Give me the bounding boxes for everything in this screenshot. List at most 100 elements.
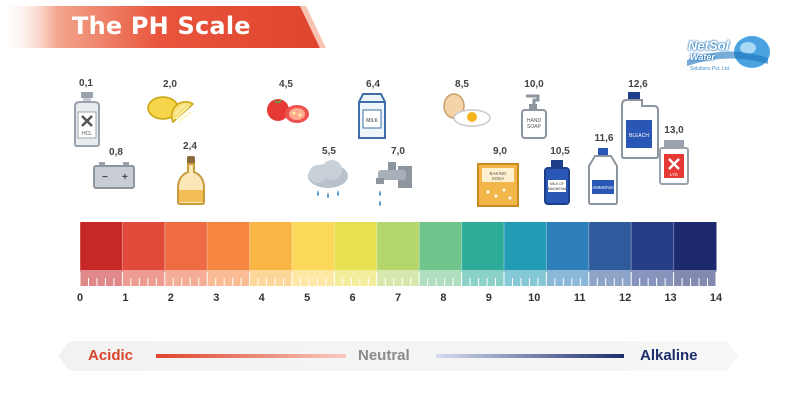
- vinegar-bottle-icon: [177, 156, 205, 205]
- ph-cell-14: [673, 222, 717, 286]
- tick-marker-0: [69, 288, 91, 310]
- tick-label-7: 7: [394, 292, 402, 304]
- svg-text:HAND: HAND: [527, 118, 542, 124]
- tick-label-6: 6: [349, 292, 356, 304]
- svg-text:BLEACH: BLEACH: [629, 133, 649, 139]
- ph-label-egg: 8,5: [455, 79, 469, 90]
- tick-label-5: 5: [304, 292, 311, 304]
- tick-marker-12: [614, 288, 637, 310]
- baking-soda-icon: BAKING SODA: [477, 163, 519, 207]
- milk-text: MILK: [366, 118, 378, 124]
- ph-label-hand-soap: 10,0: [524, 79, 544, 90]
- ph-cell-lower-5: [292, 270, 335, 286]
- tick-label-0: 0: [76, 292, 84, 304]
- tick-marker-1: [114, 288, 137, 310]
- ph-cell-6: [334, 222, 378, 286]
- ph-cell-8: [419, 222, 463, 286]
- lye-container-icon: LYE: [659, 140, 689, 185]
- ph-cell-lower-6: [334, 270, 378, 286]
- tick-marker-14: [705, 288, 727, 310]
- ph-label-tomato: 4,5: [279, 79, 293, 90]
- ph-cell-lower-0: [80, 270, 123, 286]
- ph-cell-lower-7: [376, 270, 420, 286]
- logo-name: NetSol: [688, 38, 730, 53]
- water-tap-icon: [376, 162, 412, 206]
- tomato-icon: [267, 99, 309, 123]
- ph-cell-lower-8: [419, 270, 463, 286]
- ph-cell-lower-3: [207, 270, 251, 286]
- logo-drop-icon: [687, 36, 770, 68]
- ammonia-bottle-icon: AMMONIA: [588, 148, 618, 205]
- ph-label-rain: 5,5: [322, 146, 336, 157]
- ph-label-tap: 7,0: [391, 146, 405, 157]
- logo-sub: Water: [690, 52, 715, 62]
- ph-cell-5: [292, 222, 335, 286]
- ph-cell-9: [461, 222, 505, 286]
- tick-label-13: 13: [664, 292, 677, 304]
- ph-label-lye: 13,0: [664, 125, 684, 136]
- ph-label-magnesia: 10,5: [550, 146, 570, 157]
- tick-markers: [69, 288, 727, 310]
- milk-of-magnesia-icon: MILK OF MAGNESIA: [544, 160, 570, 205]
- ph-cell-3: [207, 222, 251, 286]
- ph-cell-4: [249, 222, 293, 286]
- ph-cell-lower-13: [631, 270, 675, 286]
- ph-label-ammonia: 11,6: [594, 133, 614, 144]
- ph-cell-12: [588, 222, 632, 286]
- ph-label-battery: 0,8: [109, 147, 123, 158]
- title-banner-shape: [0, 6, 326, 48]
- acidic-gradient-line: [156, 354, 346, 358]
- ruler-ticks: [79, 272, 717, 286]
- egg-icon: [443, 93, 491, 127]
- tick-label-9: 9: [485, 292, 492, 304]
- hcl-bottle-icon: HCL: [74, 92, 100, 147]
- car-battery-icon: − +: [93, 162, 135, 189]
- ph-cell-lower-12: [588, 270, 632, 286]
- ph-cell-lower-1: [122, 270, 166, 286]
- hcl-text: HCL: [82, 131, 92, 137]
- ph-label-lemon: 2,0: [163, 79, 177, 90]
- ph-cell-13: [631, 222, 675, 286]
- tick-marker-5: [296, 288, 319, 310]
- tick-label-1: 1: [122, 292, 129, 304]
- tick-label-14: 14: [709, 292, 723, 304]
- bleach-bottle-icon: BLEACH: [621, 92, 659, 159]
- ph-label-baking-soda: 9,0: [493, 146, 507, 157]
- tick-label-3: 3: [213, 292, 220, 304]
- ph-cell-1: [122, 222, 166, 286]
- svg-text:SOAP: SOAP: [527, 124, 542, 130]
- ph-cell-10: [504, 222, 547, 286]
- legend-acidic: Acidic: [88, 347, 134, 364]
- rain-cloud-icon: [308, 160, 348, 198]
- tick-marker-2: [159, 288, 182, 310]
- page-title: The PH Scale: [72, 12, 251, 40]
- ph-cell-lower-9: [461, 270, 505, 286]
- ph-cell-lower-11: [546, 270, 590, 286]
- netsol-logo: NetSol Water Solutions Pvt. Ltd.: [682, 30, 772, 80]
- tick-marker-9: [477, 288, 500, 310]
- tick-marker-3: [205, 288, 228, 310]
- tick-label-10: 10: [528, 292, 541, 304]
- ph-cell-lower-2: [164, 270, 208, 286]
- tick-label-8: 8: [440, 292, 447, 304]
- svg-text:SODA: SODA: [492, 176, 505, 181]
- ph-cell-11: [546, 222, 590, 286]
- tick-label-11: 11: [573, 292, 586, 304]
- legend-alkaline: Alkaline: [640, 347, 698, 364]
- tick-marker-6: [341, 288, 364, 310]
- ph-cell-0: [80, 222, 123, 286]
- ph-cell-lower-10: [504, 270, 547, 286]
- ph-cell-lower-14: [673, 270, 717, 286]
- legend-neutral: Neutral: [358, 347, 410, 364]
- tick-label-2: 2: [167, 292, 174, 304]
- ph-color-cells: [79, 222, 717, 286]
- svg-text:MILK OF: MILK OF: [550, 182, 564, 186]
- legend-bar: [58, 341, 738, 371]
- lye-text: LYE: [670, 172, 678, 177]
- ph-label-vinegar: 2,4: [183, 141, 197, 152]
- svg-text:MAGNESIA: MAGNESIA: [548, 187, 567, 191]
- hand-soap-icon: HAND SOAP: [521, 94, 547, 139]
- tick-marker-10: [523, 288, 546, 310]
- ph-label-milk: 6,4: [366, 79, 380, 90]
